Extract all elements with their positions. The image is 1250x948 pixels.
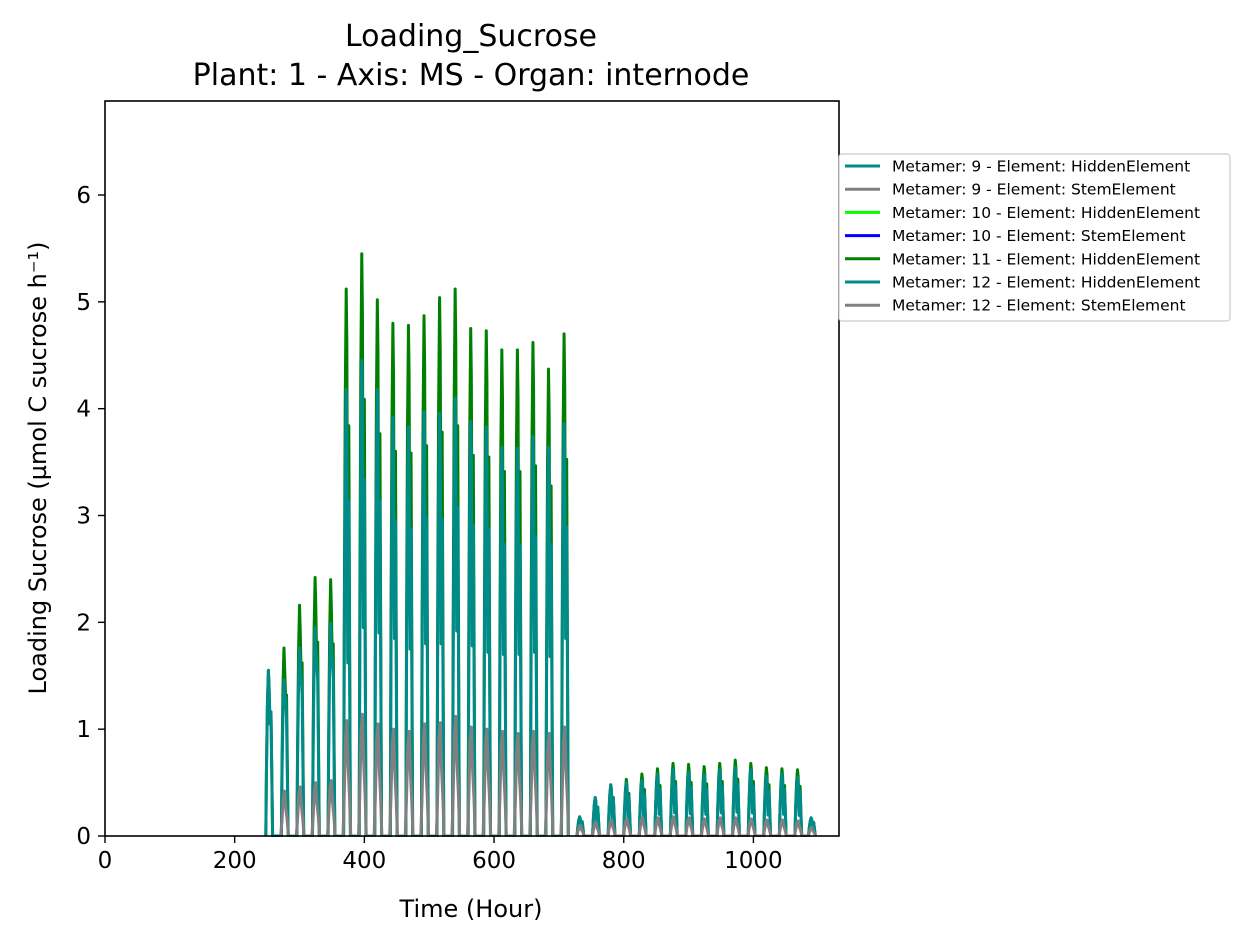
legend-label: Metamer: 9 - Element: HiddenElement [892, 158, 1190, 176]
y-tick-label: 6 [76, 183, 91, 209]
legend-label: Metamer: 10 - Element: HiddenElement [892, 204, 1200, 222]
legend-frame [838, 153, 1231, 322]
plot-frame [104, 100, 840, 837]
x-axis-label: Time (Hour) [399, 895, 543, 923]
legend-label: Metamer: 9 - Element: StemElement [892, 181, 1176, 199]
legend-label: Metamer: 12 - Element: HiddenElement [892, 274, 1200, 292]
x-tick-label: 800 [602, 848, 646, 874]
y-axis: 0 1 2 3 4 5 6 [76, 183, 105, 850]
y-tick-label: 0 [76, 824, 91, 850]
y-tick-label: 4 [76, 397, 91, 423]
legend: Metamer: 9 - Element: HiddenElement Metam… [838, 153, 1231, 322]
y-tick-label: 2 [76, 610, 91, 636]
chart-title: Loading_Sucrose [345, 19, 597, 54]
y-tick-label: 5 [76, 290, 91, 316]
legend-label: Metamer: 11 - Element: HiddenElement [892, 250, 1200, 268]
x-tick-label: 400 [342, 848, 386, 874]
legend-label: Metamer: 12 - Element: StemElement [892, 297, 1186, 315]
y-tick-label: 3 [76, 504, 91, 530]
chart-subtitle: Plant: 1 - Axis: MS - Organ: internode [193, 58, 750, 93]
x-tick-label: 600 [472, 848, 516, 874]
x-tick-label: 0 [98, 848, 113, 874]
series-line-metamer-9-stem [279, 712, 571, 837]
y-tick-label: 1 [76, 717, 91, 743]
x-tick-label: 1000 [724, 848, 783, 874]
legend-label: Metamer: 10 - Element: StemElement [892, 227, 1186, 245]
x-tick-label: 200 [213, 848, 257, 874]
x-axis: 0 200 400 600 800 1000 [98, 836, 783, 874]
y-axis-label: Loading Sucrose (µmol C sucrose h⁻¹) [24, 242, 52, 695]
